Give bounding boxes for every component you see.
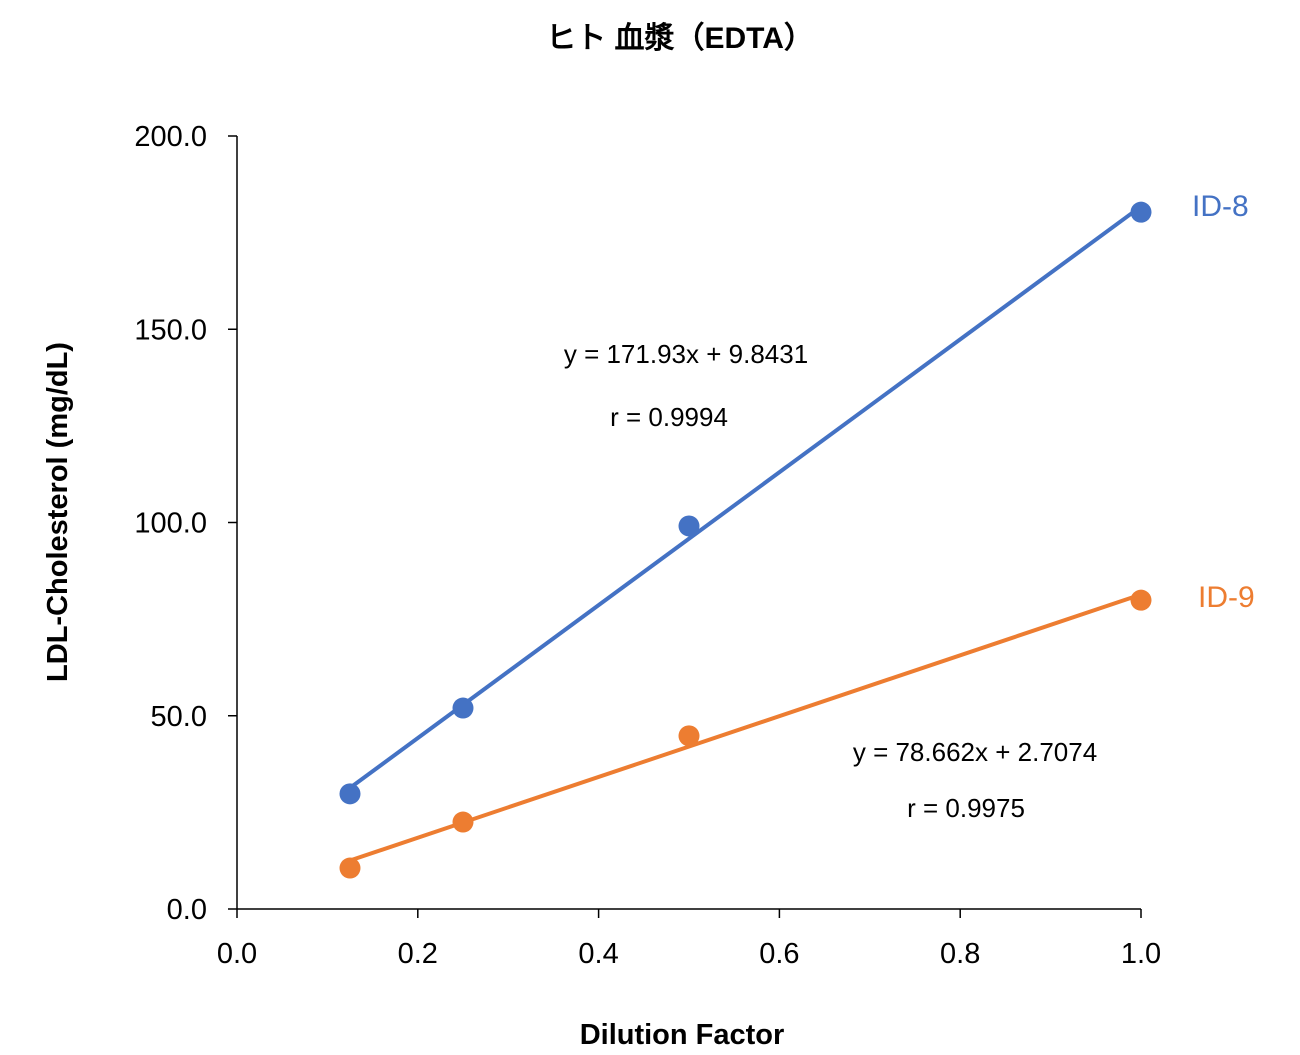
y-tick-label: 50.0 [151,701,207,733]
chart-title: ヒト 血漿（EDTA） [546,21,814,55]
x-tick-label: 0.8 [940,938,980,970]
data-point-id-8 [1130,201,1152,223]
data-point-id-9 [678,725,700,747]
trendline-id-9 [349,592,1142,863]
data-point-id-9 [1130,589,1152,611]
y-axis-label: LDL-Cholesterol (mg/dL) [42,342,74,682]
trendline-equation-id9: y = 78.662x + 2.7074 [853,737,1097,767]
x-tick-label: 0.6 [759,938,799,970]
data-point-id-8 [678,515,700,537]
series-label-id9: ID-9 [1198,581,1255,614]
y-tick-label: 100.0 [134,508,207,540]
trendline-r-id8: r = 0.9994 [610,402,728,432]
x-tick-label: 0.2 [398,938,438,970]
series-label-id8: ID-8 [1192,190,1249,223]
x-tick-label: 0.4 [578,938,618,970]
y-tick-label: 150.0 [134,314,207,346]
data-point-id-9 [339,857,361,879]
y-tick-label: 200.0 [134,121,207,153]
x-tick-label: 1.0 [1121,938,1161,970]
trendline-r-id9: r = 0.9975 [907,793,1025,823]
x-axis-label: Dilution Factor [580,1019,785,1050]
y-tick-label: 0.0 [167,894,207,926]
data-point-id-9 [452,811,474,833]
data-point-id-8 [339,783,361,805]
x-tick-label: 0.0 [217,938,257,970]
trendline-equation-id8: y = 171.93x + 9.8431 [564,339,808,369]
data-point-id-8 [452,697,474,719]
trendline-id-8 [348,204,1143,790]
